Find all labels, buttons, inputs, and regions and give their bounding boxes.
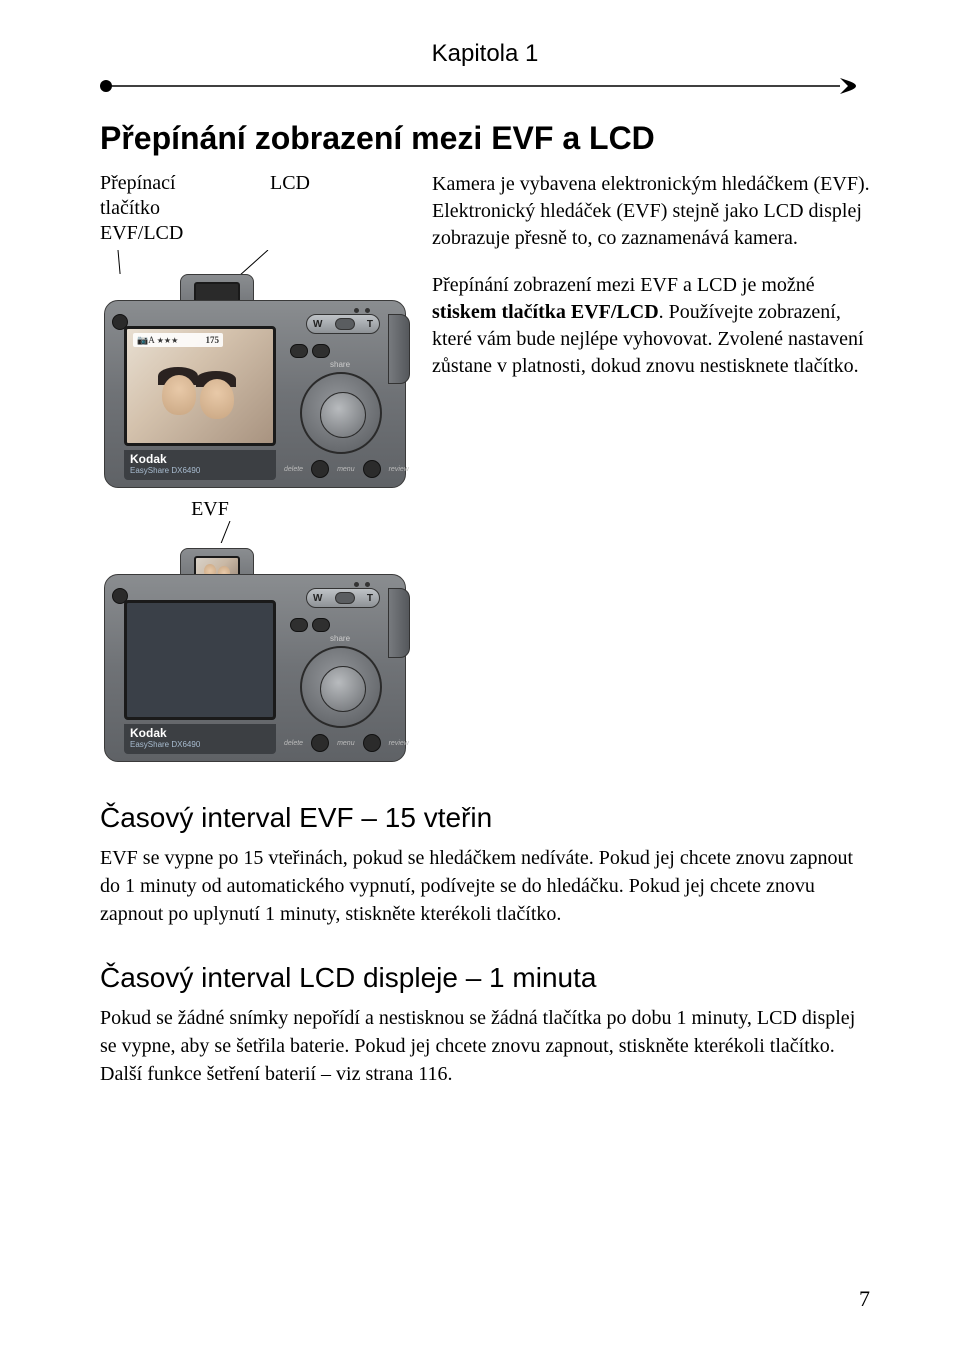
flash-timer-buttons [290, 618, 330, 632]
control-cluster: W T share delete menu review [284, 588, 396, 758]
zoom-tele-label: T [367, 593, 373, 604]
indicator-leds [354, 308, 370, 313]
top-section: Přepínací tlačítko EVF/LCD LCD 📷A★★★ [100, 171, 870, 768]
brand-name: Kodak [130, 726, 270, 740]
control-dial [300, 372, 382, 454]
review-label: review [389, 740, 409, 747]
lcd-screen: 📷A★★★ 175 [124, 326, 276, 446]
delete-label: delete [284, 466, 303, 473]
menu-button [363, 460, 381, 478]
menu-label: menu [337, 740, 355, 747]
zoom-knob [335, 592, 355, 604]
camera-diagram-evf: Kodak EasyShare DX6490 W T share delete [100, 548, 410, 768]
callout-lines-top [100, 250, 410, 274]
lcd-status-overlay: 📷A★★★ 175 [133, 333, 223, 347]
control-cluster: W T share delete menu review [284, 314, 396, 484]
zoom-knob [335, 318, 355, 330]
chapter-label: Kapitola 1 [100, 40, 870, 68]
brand-strip: Kodak EasyShare DX6490 [124, 450, 276, 480]
description-column: Kamera je vybavena elektronickým hledáčk… [432, 171, 870, 768]
lcd-interval-body: Pokud se žádné snímky nepořídí a nestisk… [100, 1004, 870, 1088]
bottom-button-row: delete menu review [284, 460, 409, 478]
zoom-wide-label: W [313, 319, 322, 330]
lcd-screen-off [124, 600, 276, 720]
control-dial [300, 646, 382, 728]
evf-label: EVF [100, 498, 320, 521]
delete-label: delete [284, 740, 303, 747]
intro-paragraph: Kamera je vybavena elektronickým hledáčk… [432, 171, 870, 252]
share-label: share [330, 360, 350, 369]
page-number: 7 [859, 1286, 870, 1312]
zoom-rocker: W T [306, 314, 380, 334]
lcd-interval-heading: Časový interval LCD displeje – 1 minuta [100, 962, 870, 994]
menu-label: menu [337, 466, 355, 473]
delete-button [311, 734, 329, 752]
shots-remaining: 175 [206, 335, 220, 345]
menu-button [363, 734, 381, 752]
zoom-tele-label: T [367, 319, 373, 330]
bottom-button-row: delete menu review [284, 734, 409, 752]
callout-labels: Přepínací tlačítko EVF/LCD LCD [100, 171, 410, 246]
header-rule [100, 76, 870, 96]
brand-strip: Kodak EasyShare DX6490 [124, 724, 276, 754]
zoom-rocker: W T [306, 588, 380, 608]
diagram-column: Přepínací tlačítko EVF/LCD LCD 📷A★★★ [100, 171, 410, 768]
camera-diagram-lcd: 📷A★★★ 175 Kodak EasyShare DX6490 W T [100, 274, 410, 494]
zoom-wide-label: W [313, 593, 322, 604]
flash-timer-buttons [290, 344, 330, 358]
dial-center [320, 666, 366, 712]
evf-interval-heading: Časový interval EVF – 15 vteřin [100, 802, 870, 834]
lcd-label: LCD [230, 171, 290, 246]
model-name: EasyShare DX6490 [130, 466, 270, 475]
usage-paragraph: Přepínání zobrazení mezi EVF a LCD je mo… [432, 272, 870, 380]
delete-button [311, 460, 329, 478]
switch-button-label-l2: tlačítko [100, 196, 230, 221]
share-label: share [330, 634, 350, 643]
page-title: Přepínání zobrazení mezi EVF a LCD [100, 120, 870, 157]
evf-interval-body: EVF se vypne po 15 vteřinách, pokud se h… [100, 844, 870, 928]
photo-preview [152, 369, 252, 429]
dial-center [320, 392, 366, 438]
brand-name: Kodak [130, 452, 270, 466]
indicator-leds [354, 582, 370, 587]
switch-button-label-l3: EVF/LCD [100, 221, 230, 246]
review-label: review [389, 466, 409, 473]
switch-button-label-l1: Přepínací [100, 171, 230, 196]
evf-callout: EVF [100, 498, 410, 548]
model-name: EasyShare DX6490 [130, 740, 270, 749]
